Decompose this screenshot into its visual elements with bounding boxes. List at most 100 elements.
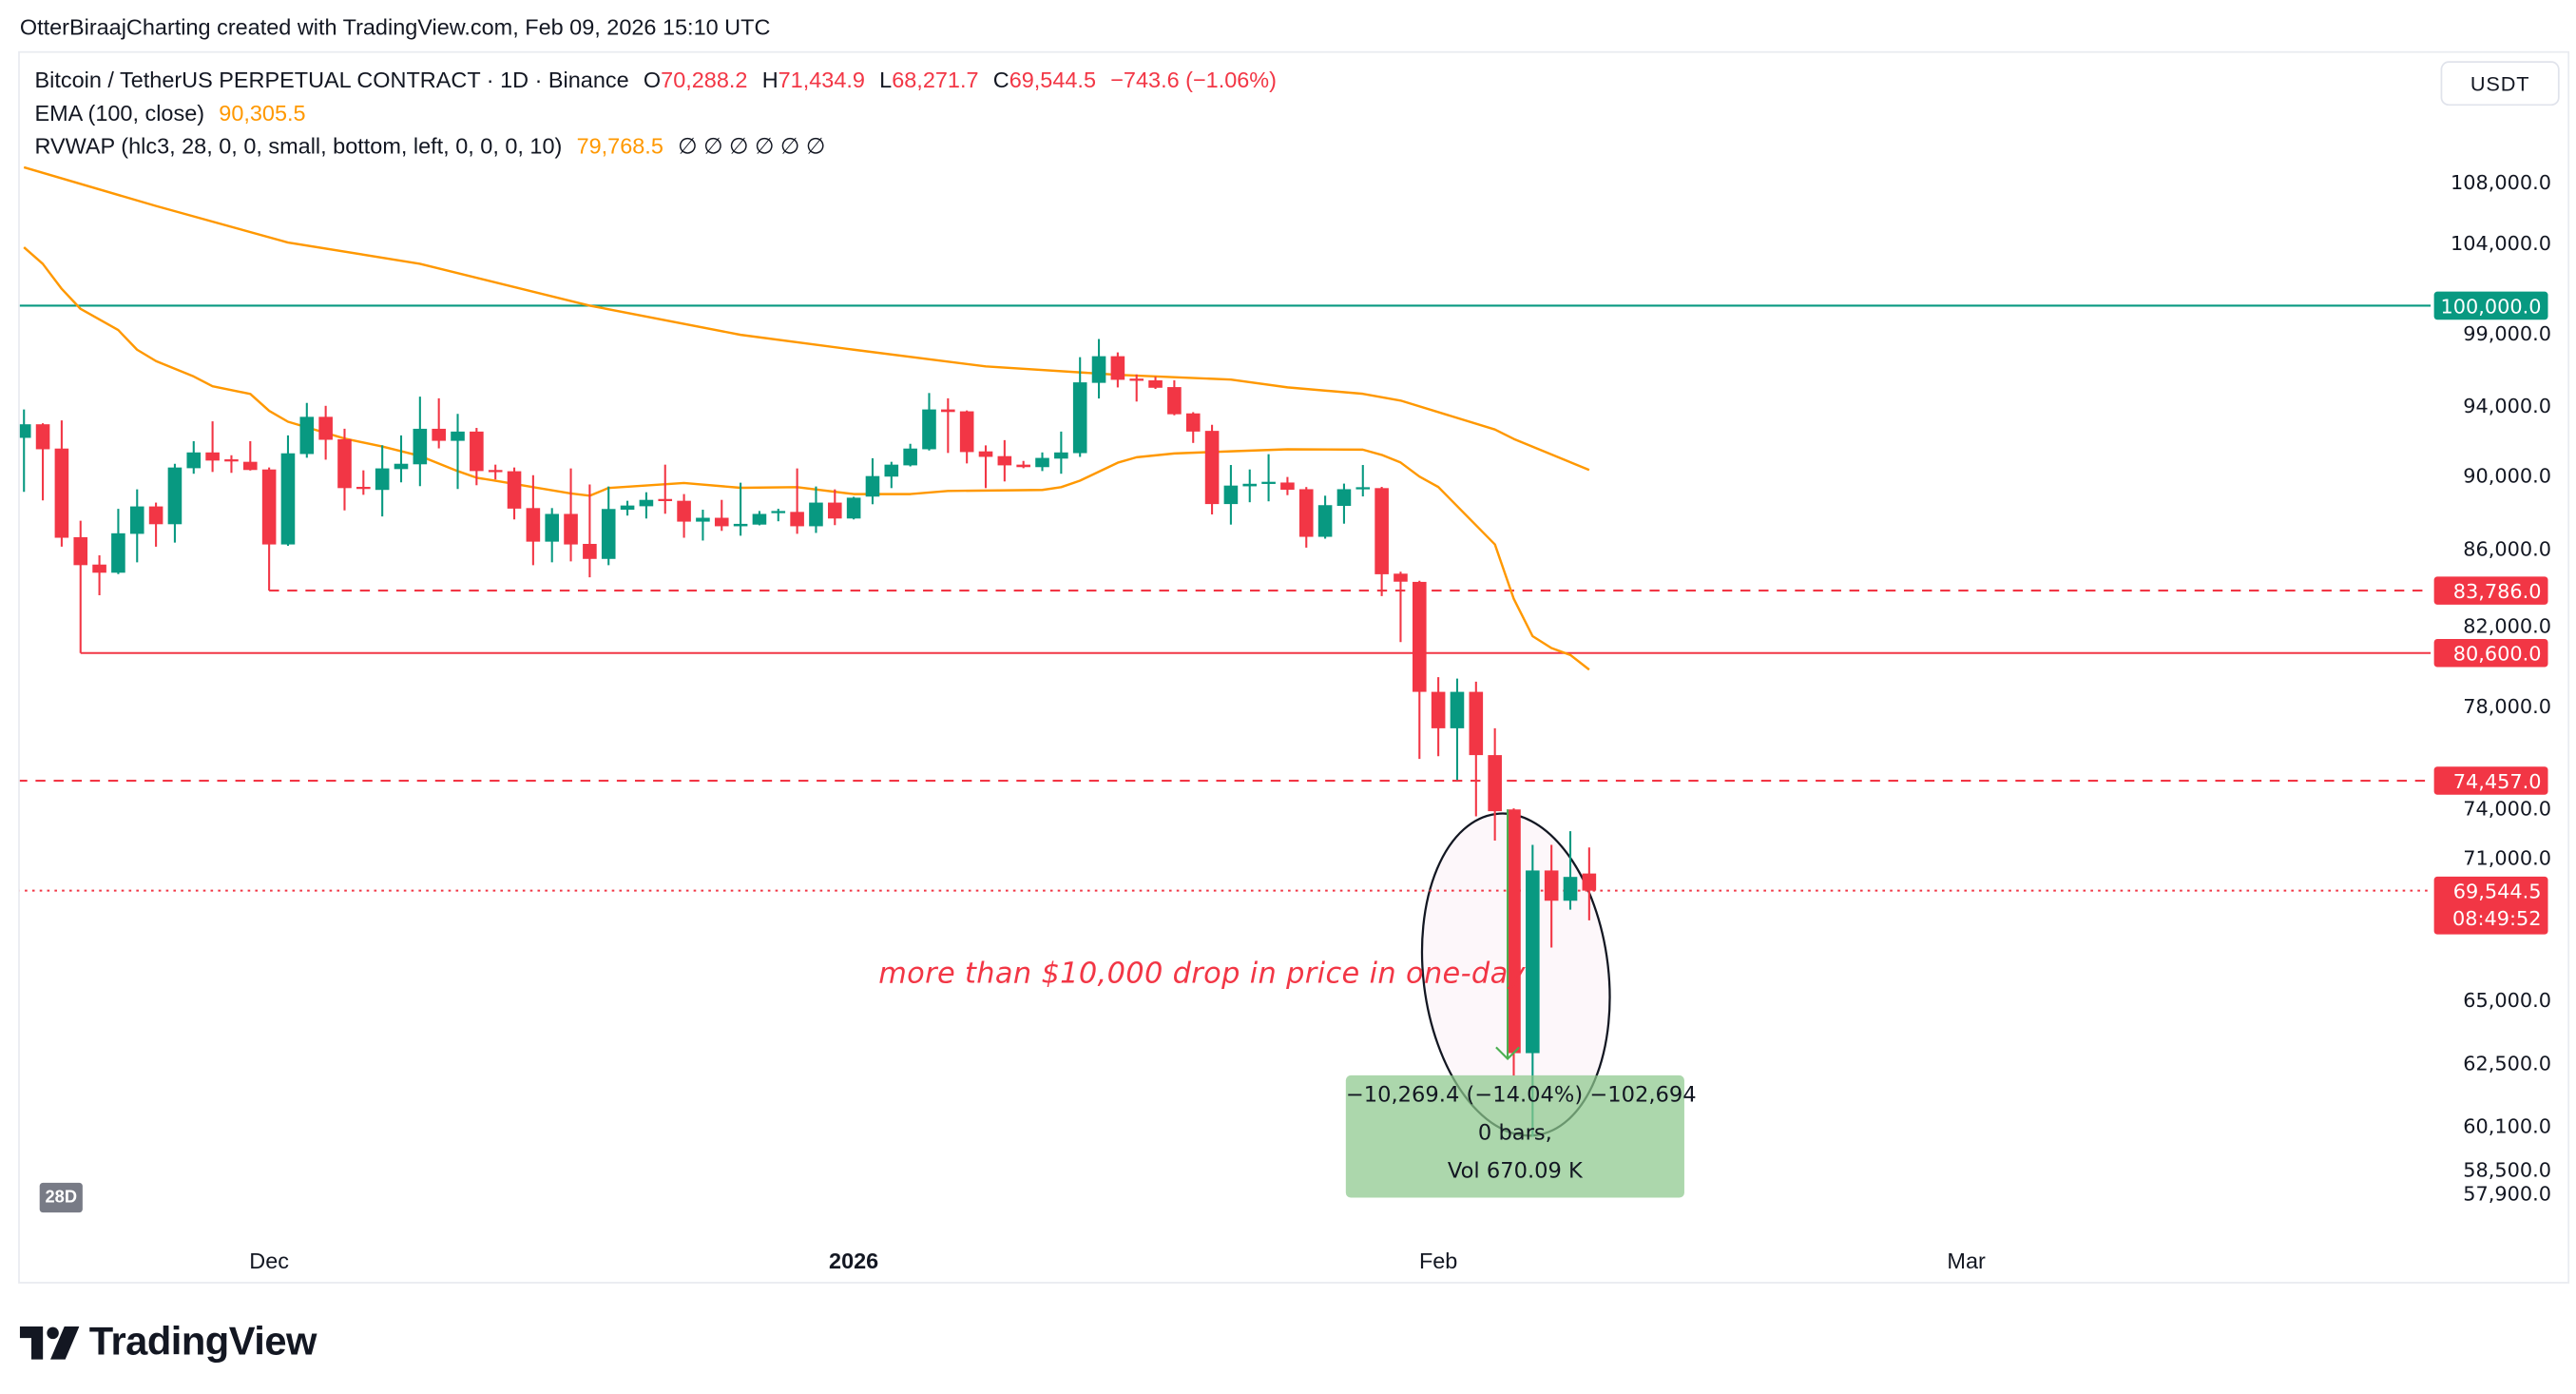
chart-frame	[18, 50, 2570, 1284]
candle-body	[1110, 356, 1125, 380]
candle	[1355, 465, 1371, 497]
candle-body	[846, 497, 861, 519]
close-label: C	[992, 68, 1009, 93]
candle	[356, 470, 371, 495]
candle	[1336, 483, 1352, 524]
annotation-text: more than $10,000 drop in price in one-d…	[878, 958, 1526, 992]
candle-body	[714, 517, 729, 527]
candle-body	[677, 500, 691, 522]
candles	[19, 339, 1597, 1137]
candle	[941, 397, 955, 454]
candle-body	[129, 506, 144, 534]
legend-ema-row[interactable]: EMA (100, close) 90,305.5	[34, 101, 305, 126]
price-badge-bg	[2433, 576, 2548, 605]
currency-button[interactable]: USDT	[2440, 61, 2560, 106]
candle-body	[1336, 489, 1352, 507]
candle-body	[1317, 505, 1333, 537]
candle	[809, 486, 823, 533]
candle	[35, 423, 50, 501]
countdown-label: 08:49:52	[2452, 907, 2542, 930]
candle-body	[1035, 457, 1049, 468]
candle-body	[470, 431, 484, 472]
timeframe-badge[interactable]: 28D	[39, 1182, 83, 1213]
candle-body	[1298, 489, 1314, 537]
candle	[1375, 486, 1389, 596]
candle	[1469, 681, 1484, 817]
indicator-lines	[23, 165, 1590, 671]
ema-line	[23, 165, 1590, 472]
time-axis[interactable]: Dec 2026 Feb Mar	[249, 1249, 1986, 1273]
candle-body	[545, 513, 560, 542]
candle-body	[941, 409, 955, 413]
candle	[1016, 460, 1030, 469]
candle-body	[1148, 379, 1163, 388]
price-badge: 100,000.0	[2433, 291, 2548, 320]
measure-bars: 0 bars,	[1477, 1121, 1552, 1147]
candle	[1035, 452, 1049, 472]
candle	[261, 467, 277, 591]
candle-body	[337, 438, 352, 489]
tradingview-logo-icon	[19, 1326, 80, 1360]
price-tick-label: 65,000.0	[2463, 989, 2551, 1012]
candle-body	[73, 536, 88, 566]
time-tick-label: Dec	[249, 1249, 289, 1273]
candle-body	[1563, 877, 1578, 901]
candle-body	[1072, 382, 1087, 454]
candle-body	[620, 505, 635, 511]
candle-body	[148, 506, 163, 525]
legend-rvwap-row[interactable]: RVWAP (hlc3, 28, 0, 0, small, bottom, le…	[34, 134, 825, 161]
candle-body	[771, 511, 786, 513]
candle	[470, 428, 484, 486]
price-tick-label: 82,000.0	[2463, 614, 2551, 637]
candle	[827, 489, 842, 526]
candle	[1242, 469, 1258, 503]
candle-body	[526, 508, 541, 542]
legend-symbol-row: Bitcoin / TetherUS PERPETUAL CONTRACT · …	[34, 68, 1276, 92]
candle	[488, 464, 503, 480]
ema-label: EMA (100, close)	[34, 100, 205, 126]
candle	[545, 508, 560, 563]
candle-body	[1223, 485, 1239, 505]
candle	[1091, 339, 1106, 399]
candle	[959, 410, 974, 464]
candle-body	[583, 543, 597, 559]
tradingview-logo[interactable]: TradingView	[19, 1320, 317, 1366]
candle-body	[1185, 413, 1201, 432]
candle	[658, 464, 673, 514]
candle	[507, 467, 522, 520]
price-badge-label: 100,000.0	[2441, 295, 2542, 318]
price-badge: 74,457.0	[2433, 766, 2548, 795]
candle-body	[752, 513, 767, 525]
candle-body	[299, 416, 315, 455]
price-axis[interactable]: 108,000.0 104,000.0 99,000.0 94,000.0 90,000…	[2451, 171, 2551, 1206]
price-badge: 80,600.0	[2433, 638, 2548, 668]
candle-body	[1054, 452, 1068, 459]
time-tick-label: Feb	[1419, 1249, 1457, 1273]
candle	[375, 445, 390, 517]
candle	[846, 496, 861, 520]
symbol-title[interactable]: Bitcoin / TetherUS PERPETUAL CONTRACT · …	[34, 68, 629, 93]
candle-body	[92, 564, 106, 573]
price-tick-label: 58,500.0	[2463, 1158, 2551, 1181]
candle-body	[809, 502, 823, 527]
candle	[318, 405, 333, 460]
candle-body	[639, 499, 654, 507]
candle-body	[922, 409, 936, 450]
candle	[167, 463, 183, 543]
candle-body	[356, 486, 371, 490]
price-badge-label: 83,786.0	[2453, 580, 2542, 603]
price-badge-label: 74,457.0	[2453, 770, 2542, 793]
candle-body	[1355, 487, 1371, 490]
candle-body	[1280, 482, 1295, 491]
candle	[790, 468, 804, 534]
candle-body	[1450, 691, 1465, 728]
price-badge-bg	[2433, 638, 2548, 668]
candle-body	[959, 411, 974, 453]
candle	[677, 494, 691, 538]
rvwap-label: RVWAP (hlc3, 28, 0, 0, small, bottom, le…	[34, 133, 563, 159]
candle	[1431, 677, 1446, 757]
snapshot-credit: OtterBiraajCharting created with Trading…	[19, 14, 771, 40]
candle	[1110, 352, 1125, 388]
